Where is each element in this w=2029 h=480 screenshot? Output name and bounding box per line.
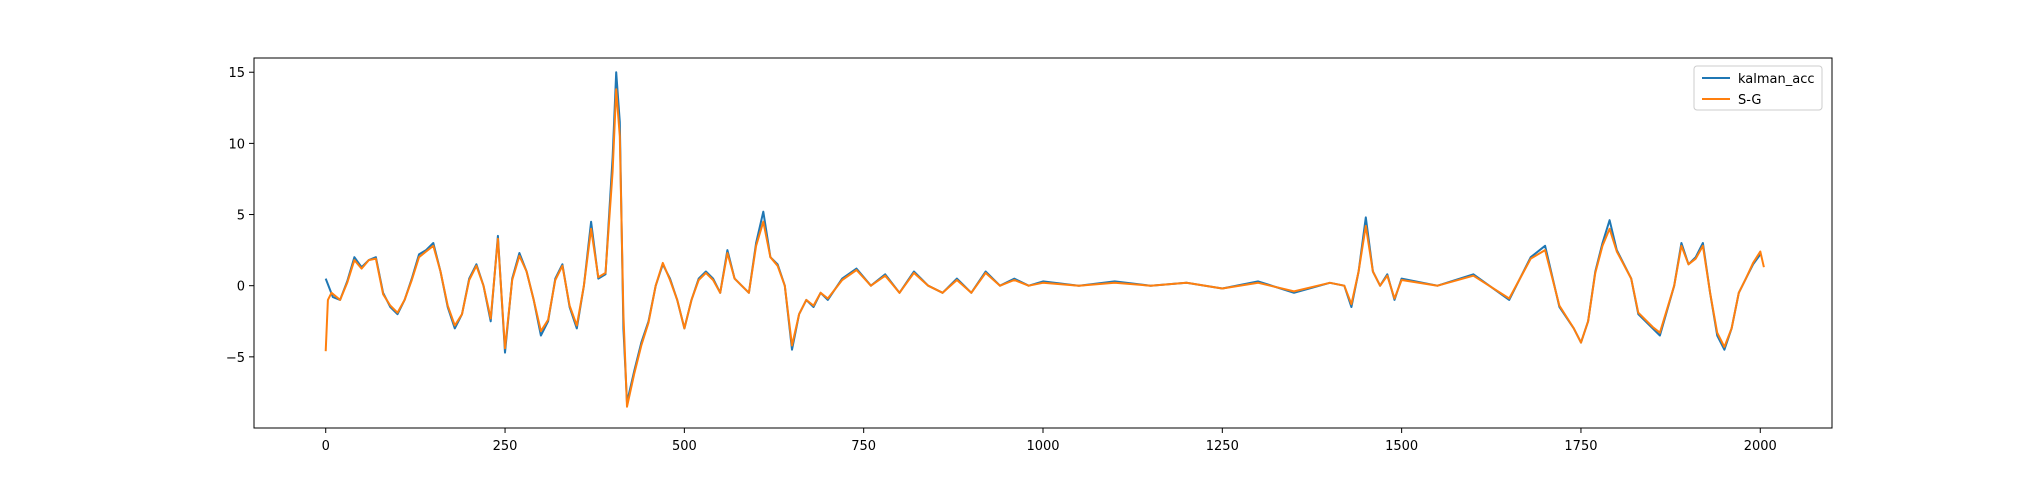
y-axis: −5 0 5 10 15	[226, 66, 254, 366]
x-axis: 0 250 500 750 1000 1250 1500 1750 2000	[322, 428, 1777, 454]
legend: kalman_acc S-G	[1693, 65, 1823, 111]
x-tick-label: 250	[493, 439, 518, 454]
x-tick-label: 1500	[1385, 439, 1418, 454]
y-tick-label: 0	[237, 280, 245, 295]
y-tick-label: 10	[228, 137, 245, 152]
x-tick-label: 500	[672, 439, 697, 454]
x-tick-label: 2000	[1744, 439, 1777, 454]
x-tick-label: 1750	[1564, 439, 1597, 454]
series-lines	[324, 71, 1765, 408]
x-tick-label: 0	[322, 439, 330, 454]
x-tick-label: 750	[851, 439, 876, 454]
legend-label-0: kalman_acc	[1738, 72, 1815, 87]
y-tick-label: 15	[228, 66, 245, 81]
x-tick-label: 1250	[1206, 439, 1239, 454]
y-tick-label: −5	[226, 351, 245, 366]
y-tick-label: 5	[237, 209, 245, 224]
x-tick-label: 1000	[1026, 439, 1059, 454]
legend-label-1: S-G	[1738, 93, 1762, 108]
series-line-1	[324, 88, 1765, 408]
